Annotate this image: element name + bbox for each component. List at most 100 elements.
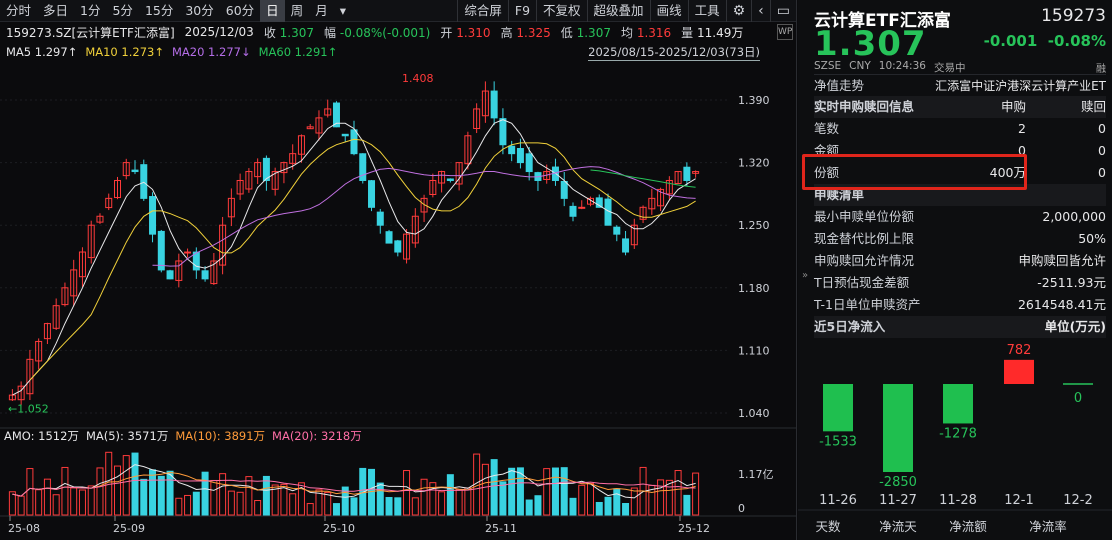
period-more-icon[interactable]: ▾ — [339, 2, 346, 18]
candlestick-chart[interactable]: 1.390 1.320 1.250 1.180 1.110 1.040 1.408 ←1.05… — [0, 42, 797, 540]
period-tab-1[interactable]: 多日 — [43, 2, 69, 18]
ma5-label: MA5 1.297↑ — [6, 45, 78, 59]
date-axis-label: 25-11 — [485, 522, 517, 535]
period-tab-4[interactable]: 15分 — [144, 2, 174, 18]
net-inflow-chart: -1533 11-26 -2850 11-27 -1278 11-28 782 12-1 0 12… — [798, 343, 1112, 534]
price-axis-label: 1.040 — [738, 407, 770, 420]
amo-ma10-label: MA(10): 3891万 — [175, 429, 266, 443]
volume-bar — [587, 483, 595, 516]
volume-bar — [201, 471, 209, 516]
candle-body — [113, 179, 121, 199]
volume-bar — [543, 468, 551, 516]
close-quote: 收 1.307 — [263, 25, 315, 40]
volume-bar — [297, 482, 305, 516]
candle-body — [411, 215, 419, 244]
volume-bar — [385, 497, 393, 516]
volume-bar — [560, 467, 568, 516]
candle-body — [289, 153, 297, 164]
date-range[interactable]: 2025/08/15-2025/12/03(73日) — [588, 44, 760, 61]
candle-body — [490, 90, 498, 119]
window-icon[interactable]: ▭ — [769, 0, 796, 22]
period-tab-8[interactable]: 周 — [290, 2, 304, 18]
volume-bar — [481, 463, 489, 516]
realtime-row: 份额 400万 0 — [814, 165, 1106, 180]
volume-axis-top: 1.17亿 — [738, 468, 774, 481]
list-item: 最小申赎单位份额 2,000,000 — [814, 209, 1106, 224]
period-tab-9[interactable]: 月 — [315, 2, 328, 18]
period-tab-2[interactable]: 1分 — [80, 2, 101, 18]
candle-body — [385, 231, 393, 244]
period-tab-3[interactable]: 5分 — [112, 2, 133, 18]
quote-summary: 159273.SZ[云计算ETF汇添富] 2025/12/03 收 1.307 … — [0, 22, 796, 42]
list-item: T日预估现金差额 -2511.93元 — [814, 275, 1106, 290]
period-tab-0[interactable]: 分时 — [6, 2, 32, 18]
candle-body — [262, 157, 270, 181]
footer-tab[interactable]: 净流天 — [879, 519, 917, 534]
candle-body — [70, 269, 78, 297]
ma10-line — [29, 138, 696, 381]
volume-bar — [87, 485, 95, 516]
period-tab-5[interactable]: 30分 — [185, 2, 214, 18]
volume-bar — [665, 479, 673, 516]
tool-button-4[interactable]: 画线 — [649, 0, 688, 22]
footer-tab[interactable]: 天数 — [815, 519, 841, 534]
tool-button-0[interactable]: 综合屏 — [457, 0, 508, 22]
chevron-left-icon[interactable]: ‹ — [751, 0, 770, 22]
volume-ma-line — [12, 471, 696, 497]
candle-body — [157, 230, 165, 271]
flow-header: 近5日净流入 单位(万元) — [814, 316, 1106, 338]
inflow-value: 782 — [1007, 343, 1032, 358]
candle-body — [201, 270, 209, 280]
candle-body — [271, 171, 279, 190]
tool-button-3[interactable]: 超级叠加 — [586, 0, 650, 22]
candle-body — [35, 340, 43, 362]
inflow-bar — [1004, 359, 1034, 384]
nav-row[interactable]: 净值走势 汇添富中证沪港深云计算产业ET — [814, 74, 1106, 96]
period-tab-6[interactable]: 60分 — [225, 2, 255, 18]
candle-body — [420, 197, 428, 213]
candle-body — [683, 166, 691, 181]
realtime-header: 实时申购赎回信息 申购 赎回 — [814, 96, 1106, 118]
list-item: 现金替代比例上限 50% — [814, 231, 1106, 246]
tool-button-1[interactable]: F9 — [507, 0, 536, 22]
market-meta: SZSE CNY 10:24:36 交易中 — [814, 60, 966, 74]
volume-bar — [613, 488, 621, 516]
wp-icon[interactable]: WP — [777, 24, 793, 40]
candle-body — [508, 145, 516, 155]
inflow-value: 0 — [1074, 391, 1082, 406]
volume-bar — [508, 467, 516, 516]
volume-bar — [122, 455, 130, 516]
volume-bar — [289, 493, 297, 516]
volume-bar — [262, 475, 270, 516]
expand-handle[interactable]: » — [802, 270, 809, 281]
volume-bar — [429, 482, 437, 516]
volume-bar — [630, 487, 638, 516]
candle-body — [648, 197, 656, 210]
volume-bar — [446, 474, 454, 516]
volume-bar — [525, 499, 533, 516]
candle-body — [254, 162, 262, 178]
tool-button-5[interactable]: 工具 — [687, 0, 726, 22]
amo-legend: AMO: 1512万 MA(5): 3571万 MA(10): 3891万 MA… — [4, 428, 362, 444]
volume-bar — [78, 489, 86, 516]
footer-tab[interactable]: 净流额 — [949, 519, 987, 534]
volume-ma-line — [12, 464, 696, 499]
volume-bar — [35, 489, 43, 516]
volume-bar — [149, 469, 157, 516]
date-axis-label: 25-08 — [8, 522, 40, 535]
candle-body — [61, 287, 69, 306]
low-annotation: ←1.052 — [8, 402, 49, 415]
tool-button-2[interactable]: 不复权 — [536, 0, 587, 22]
realtime-row: 笔数 2 0 — [814, 121, 1106, 136]
candle-body — [595, 197, 603, 208]
candle-body — [368, 180, 376, 208]
amo-ma5-label: MA(5): 3571万 — [85, 429, 169, 443]
footer-tab[interactable]: 净流率 — [1029, 519, 1067, 534]
volume-bar — [43, 478, 51, 516]
gear-icon[interactable]: ⚙ — [725, 0, 752, 22]
high-annotation: 1.408 — [402, 72, 434, 85]
period-tab-7[interactable]: 日 — [260, 0, 285, 22]
ma-legend: MA5 1.297↑ MA10 1.273↑ MA20 1.277↓ MA60 … — [0, 42, 796, 62]
inflow-value: -1533 — [819, 434, 857, 449]
candle-body — [516, 148, 524, 164]
